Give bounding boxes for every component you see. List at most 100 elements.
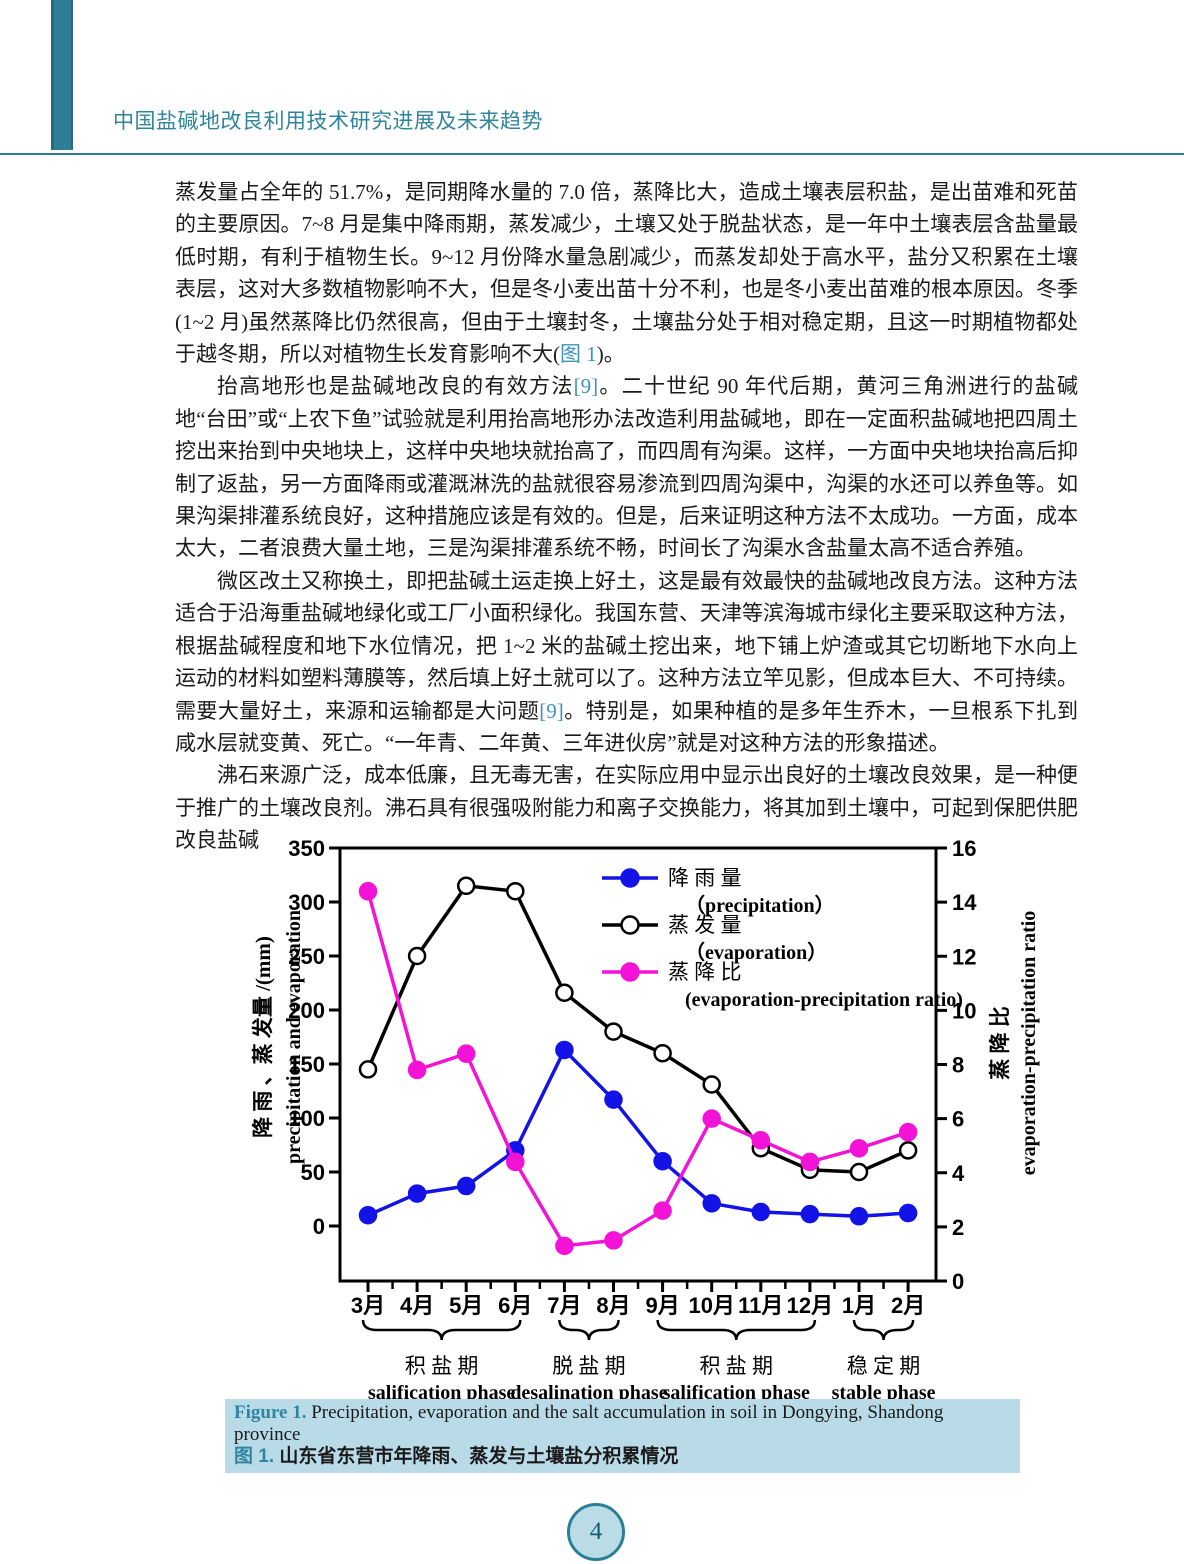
month-label: 7月: [547, 1293, 581, 1318]
right-tick-label: 14: [952, 890, 977, 915]
ratio-point: [702, 1109, 721, 1128]
month-label: 1月: [842, 1293, 876, 1318]
legend-label-cn-ratio: 蒸 降 比: [668, 960, 742, 984]
evaporation-point: [506, 881, 525, 901]
month-label: 3月: [351, 1293, 385, 1318]
legend-label-en-evaporation: （evaporation）: [685, 941, 827, 964]
legend-marker-precipitation: [620, 868, 640, 888]
ratio-point: [604, 1231, 623, 1250]
precipitation-point: [407, 1184, 427, 1203]
paragraph-2: 抬高地形也是盐碱地改良的有效方法[9]。二十世纪 90 年代后期，黄河三角洲进行…: [175, 370, 1078, 564]
phase-label-cn-3: 稳 定 期: [847, 1354, 921, 1378]
figure1-caption: Figure 1. Precipitation, evaporation and…: [225, 1399, 1020, 1473]
citation-9-link-2[interactable]: [9]: [539, 698, 564, 723]
caption-figure-label-en: Figure 1.: [234, 1402, 307, 1423]
right-tick-label: 4: [952, 1161, 965, 1186]
right-tick-label: 0: [952, 1269, 964, 1294]
left-tick-label: 100: [288, 1106, 325, 1131]
precipitation-point: [800, 1204, 820, 1224]
right-tick-label: 12: [952, 944, 976, 969]
caption-text-cn: 山东省东营市年降雨、蒸发与土壤盐分积累情况: [274, 1446, 679, 1467]
legend-label-en-precipitation: （precipitation）: [685, 894, 835, 917]
right-axis-title-cn: 蒸 降 比: [988, 1006, 1012, 1080]
precipitation-point: [456, 1176, 476, 1196]
page-number-badge: 4: [567, 1503, 625, 1561]
precipitation-point: [653, 1151, 672, 1171]
evaporation-point: [604, 1022, 623, 1041]
paragraph-3-tail: 。特别是，如果种植的是多年生乔木，一旦根系下扎到咸水层就变黄、死亡。“一年青、二…: [175, 698, 1079, 755]
left-axis-title-cn: 降 雨 、蒸 发量 /(mm): [251, 936, 275, 1138]
left-tick-label: 250: [288, 944, 325, 969]
paragraph-1-text: 蒸发量占全年的 51.7%，是同期降水量的 7.0 倍，蒸降比大，造成土壤表层积…: [175, 180, 1078, 367]
evaporation-point: [898, 1141, 918, 1160]
caption-line-english: Figure 1. Precipitation, evaporation and…: [234, 1402, 1011, 1445]
right-tick-label: 6: [952, 1107, 964, 1132]
phase-label-en-0: salification phase: [368, 1382, 515, 1404]
figure1-chart-svg: 350 300 250 200 150 100 50 0 16 14 12 10 8 6 4 2 0 3月 4月 5月…: [251, 836, 1040, 1404]
ratio-point: [751, 1131, 771, 1150]
top-left-accent-bar: [51, 0, 73, 150]
legend-label-cn-precipitation: 降 雨 量: [668, 866, 742, 890]
ratio-point: [653, 1201, 672, 1220]
phase-label-cn-0: 积 盐 期: [405, 1354, 479, 1378]
header-divider: [0, 153, 1184, 155]
phase-brace-3: [852, 1319, 915, 1341]
paragraph-3: 微区改土又称换土，即把盐碱土运走换上好土，这是最有效最快的盐碱地改良方法。这种方…: [175, 565, 1078, 759]
citation-9-link[interactable]: [9]: [573, 374, 599, 399]
evaporation-point: [653, 1043, 672, 1063]
left-tick-label: 200: [288, 998, 325, 1023]
evaporation-point: [849, 1162, 869, 1182]
ratio-point: [898, 1122, 918, 1142]
legend-marker-ratio: [620, 962, 640, 982]
phase-brace-0: [361, 1319, 522, 1341]
evaporation-point: [407, 946, 427, 966]
paragraph-4: 沸石来源广泛，成本低廉，且无毒无害，在实际应用中显示出良好的土壤改良效果，是一种…: [175, 759, 1078, 856]
evaporation-point: [702, 1075, 721, 1094]
phase-brace-1: [558, 1319, 620, 1341]
right-tick-label: 10: [952, 998, 976, 1023]
month-label: 6月: [498, 1293, 532, 1318]
ratio-point: [506, 1152, 525, 1172]
caption-figure-label-cn: 图 1.: [234, 1446, 275, 1467]
evaporation-point: [456, 876, 476, 896]
month-label: 11月: [738, 1293, 783, 1318]
paragraph-1-tail: )。: [596, 342, 625, 367]
right-tick-label: 2: [952, 1215, 964, 1240]
ratio-point: [800, 1152, 820, 1172]
running-head-title: 中国盐碱地改良利用技术研究进展及未来趋势: [113, 109, 543, 133]
left-tick-label: 50: [301, 1160, 325, 1185]
month-label: 10月: [688, 1293, 734, 1318]
left-axis-title-en: precipitation and evaporation: [283, 910, 305, 1164]
paragraph-4-text: 沸石来源广泛，成本低廉，且无毒无害，在实际应用中显示出良好的土壤改良效果，是一种…: [175, 763, 1078, 853]
phase-label-cn-2: 积 盐 期: [700, 1354, 774, 1378]
ratio-point: [407, 1060, 427, 1080]
legend-label-cn-evaporation: 蒸 发 量: [668, 913, 742, 937]
ratio-point: [358, 882, 378, 901]
month-label: 2月: [891, 1293, 925, 1318]
page-number: 4: [589, 1518, 603, 1545]
precipitation-point: [849, 1207, 869, 1226]
left-tick-label: 350: [288, 836, 325, 861]
legend-label-en-ratio: (evaporation-precipitation ratio): [685, 989, 963, 1011]
paragraph-3-text: 微区改土又称换土，即把盐碱土运走换上好土，这是最有效最快的盐碱地改良方法。这种方…: [175, 568, 1078, 723]
figure1-chart: 350 300 250 200 150 100 50 0 16 14 12 10 8 6 4 2 0 3月 4月 5月…: [230, 828, 1060, 1406]
precipitation-line: [367, 1046, 909, 1219]
precipitation-point: [702, 1194, 721, 1213]
evaporation-point: [555, 983, 574, 1002]
legend-marker-evaporation: [620, 915, 640, 935]
ratio-point: [555, 1236, 574, 1256]
phase-label-en-2: salification phase: [663, 1382, 810, 1404]
paragraph-2-tail: 。二十世纪 90 年代后期，黄河三角洲进行的盐碱地“台田”或“上农下鱼”试验就是…: [175, 374, 1079, 561]
phase-label-en-1: desalination phase: [510, 1382, 667, 1404]
precipitation-point: [555, 1040, 574, 1060]
figure1-reference-link[interactable]: 图 1: [560, 342, 597, 367]
ratio-point: [849, 1139, 869, 1158]
phase-label-en-3: stable phase: [832, 1382, 936, 1404]
precipitation-point: [358, 1205, 378, 1225]
right-tick-label: 8: [952, 1053, 964, 1078]
precipitation-point: [898, 1203, 918, 1223]
right-axis-title-en: evaporation-precipitation ratio: [1018, 911, 1040, 1176]
left-tick-label: 0: [313, 1214, 325, 1239]
caption-line-chinese: 图 1. 山东省东营市年降雨、蒸发与土壤盐分积累情况: [234, 1446, 1011, 1468]
